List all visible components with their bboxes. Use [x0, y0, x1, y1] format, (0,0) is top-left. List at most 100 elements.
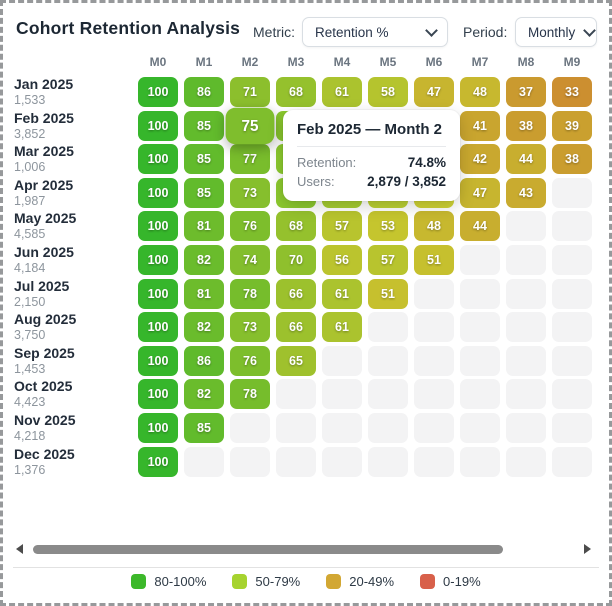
heatmap-cell-r4-m7[interactable]: 44 — [460, 211, 500, 242]
column-header-m5: M5 — [379, 55, 397, 69]
heatmap-cell-r7-m3[interactable]: 66 — [276, 312, 316, 343]
heatmap-cell-r1-m0[interactable]: 100 — [138, 110, 178, 141]
heatmap-cell-r1-m8[interactable]: 38 — [506, 110, 546, 141]
heatmap-cell-r6-m4[interactable]: 61 — [322, 278, 362, 309]
heatmap-cell-r7-m0[interactable]: 100 — [138, 312, 178, 343]
heatmap-cell-r8-m3[interactable]: 65 — [276, 345, 316, 376]
heatmap-cell-r3-m0[interactable]: 100 — [138, 177, 178, 208]
heatmap-cell-r11-m0[interactable]: 100 — [138, 446, 178, 477]
row-label-nov-2025: Nov 2025 4,218 — [14, 413, 132, 444]
row-label-jan-2025: Jan 2025 1,533 — [14, 77, 132, 108]
cohort-name: Sep 2025 — [14, 344, 75, 361]
column-header-m9: M9 — [563, 55, 581, 69]
tooltip-retention-value: 74.8% — [407, 155, 446, 170]
heatmap-cell-r0-m0[interactable]: 100 — [138, 77, 178, 107]
heatmap-cell-r2-m7[interactable]: 42 — [460, 144, 500, 175]
heatmap-cell-r0-m5[interactable]: 58 — [368, 77, 408, 107]
heatmap-cell-r11-m7 — [460, 446, 500, 477]
heatmap-cell-r1-m2[interactable]: 75 — [225, 107, 275, 144]
heatmap-cell-r8-m0[interactable]: 100 — [138, 345, 178, 376]
heatmap-cell-r0-m1[interactable]: 86 — [184, 77, 224, 107]
heatmap-cell-r3-m1[interactable]: 85 — [184, 177, 224, 208]
heatmap-cell-r9-m4 — [322, 379, 362, 410]
chevron-down-icon — [583, 23, 597, 37]
heatmap-cell-r4-m5[interactable]: 53 — [368, 211, 408, 242]
period-select[interactable]: Monthly — [515, 17, 597, 47]
metric-label: Metric: — [253, 24, 295, 40]
heatmap-cell-r0-m3[interactable]: 68 — [276, 77, 316, 107]
cohort-users-count: 3,750 — [14, 328, 46, 343]
heatmap-cell-r10-m5 — [368, 413, 408, 443]
heatmap-cell-r3-m8[interactable]: 43 — [506, 177, 546, 208]
scrollbar-thumb[interactable] — [33, 545, 503, 554]
heatmap-cell-r6-m2[interactable]: 78 — [230, 278, 270, 309]
heatmap-cell-r4-m6[interactable]: 48 — [414, 211, 454, 242]
heatmap-cell-r0-m7[interactable]: 48 — [460, 77, 500, 107]
heatmap-cell-r5-m3[interactable]: 70 — [276, 245, 316, 275]
legend-swatch — [131, 574, 147, 589]
heatmap-cell-r0-m9[interactable]: 33 — [552, 77, 592, 107]
metric-select[interactable]: Retention % — [302, 17, 448, 47]
heatmap-cell-r1-m9[interactable]: 39 — [552, 110, 592, 141]
heatmap-cell-r9-m1[interactable]: 82 — [184, 379, 224, 410]
heatmap-cell-r5-m0[interactable]: 100 — [138, 245, 178, 275]
heatmap-cell-r1-m1[interactable]: 85 — [184, 110, 224, 141]
heatmap-cell-r11-m4 — [322, 446, 362, 477]
heatmap-cell-r6-m1[interactable]: 81 — [184, 278, 224, 309]
heatmap-cell-r4-m3[interactable]: 68 — [276, 211, 316, 242]
column-header-m7: M7 — [471, 55, 489, 69]
heatmap-cell-r0-m4[interactable]: 61 — [322, 77, 362, 107]
cohort-users-count: 1,533 — [14, 93, 46, 107]
heatmap-cell-r2-m0[interactable]: 100 — [138, 144, 178, 175]
legend-label: 0-19% — [443, 574, 481, 589]
heatmap-cell-r7-m1[interactable]: 82 — [184, 312, 224, 343]
tooltip-users-value: 2,879 / 3,852 — [367, 174, 446, 189]
heatmap-cell-r0-m8[interactable]: 37 — [506, 77, 546, 107]
heatmap-cell-r5-m4[interactable]: 56 — [322, 245, 362, 275]
heatmap-cell-r5-m1[interactable]: 82 — [184, 245, 224, 275]
heatmap-cell-r9-m7 — [460, 379, 500, 410]
scroll-left-arrow-icon[interactable] — [16, 544, 23, 554]
heatmap-cell-r2-m2[interactable]: 77 — [230, 144, 270, 175]
heatmap-cell-r4-m1[interactable]: 81 — [184, 211, 224, 242]
heatmap-cell-r0-m2[interactable]: 71 — [230, 77, 270, 107]
heatmap-cell-r2-m8[interactable]: 44 — [506, 144, 546, 175]
heatmap-cell-r4-m4[interactable]: 57 — [322, 211, 362, 242]
heatmap-cell-r10-m2 — [230, 413, 270, 443]
period-label: Period: — [463, 24, 508, 40]
cohort-users-count: 4,585 — [14, 227, 46, 242]
heatmap-cell-r3-m7[interactable]: 47 — [460, 177, 500, 208]
heatmap-cell-r4-m0[interactable]: 100 — [138, 211, 178, 242]
heatmap-cell-r0-m6[interactable]: 47 — [414, 77, 454, 107]
heatmap-cell-r9-m8 — [506, 379, 546, 410]
heatmap-cell-r1-m7[interactable]: 41 — [460, 110, 500, 141]
tooltip-retention-label: Retention: — [297, 155, 357, 170]
scroll-right-arrow-icon[interactable] — [584, 544, 591, 554]
heatmap-cell-r5-m5[interactable]: 57 — [368, 245, 408, 275]
heatmap-cell-r7-m2[interactable]: 73 — [230, 312, 270, 343]
heatmap-cell-r5-m2[interactable]: 74 — [230, 245, 270, 275]
heatmap-cell-r2-m9[interactable]: 38 — [552, 144, 592, 175]
heatmap-cell-r4-m2[interactable]: 76 — [230, 211, 270, 242]
heatmap-cell-r5-m6[interactable]: 51 — [414, 245, 454, 275]
cohort-users-count: 1,376 — [14, 462, 46, 477]
heatmap-cell-r10-m1[interactable]: 85 — [184, 413, 224, 443]
heatmap-cell-r11-m9 — [552, 446, 592, 477]
tooltip-users-label: Users: — [297, 174, 335, 189]
heatmap-cell-r6-m0[interactable]: 100 — [138, 278, 178, 309]
legend-item-20-49pct: 20-49% — [326, 574, 394, 589]
heatmap-cell-r10-m0[interactable]: 100 — [138, 413, 178, 443]
footer-divider — [13, 567, 599, 568]
heatmap-cell-r2-m1[interactable]: 85 — [184, 144, 224, 175]
heatmap-cell-r10-m6 — [414, 413, 454, 443]
heatmap-cell-r6-m5[interactable]: 51 — [368, 278, 408, 309]
heatmap-cell-r8-m1[interactable]: 86 — [184, 345, 224, 376]
heatmap-cell-r5-m9 — [552, 245, 592, 275]
heatmap-cell-r9-m0[interactable]: 100 — [138, 379, 178, 410]
heatmap-cell-r7-m4[interactable]: 61 — [322, 312, 362, 343]
heatmap-cell-r9-m2[interactable]: 78 — [230, 379, 270, 410]
heatmap-cell-r8-m2[interactable]: 76 — [230, 345, 270, 376]
cohort-name: Jul 2025 — [14, 277, 70, 294]
heatmap-cell-r6-m3[interactable]: 66 — [276, 278, 316, 309]
heatmap-cell-r3-m2[interactable]: 73 — [230, 177, 270, 208]
